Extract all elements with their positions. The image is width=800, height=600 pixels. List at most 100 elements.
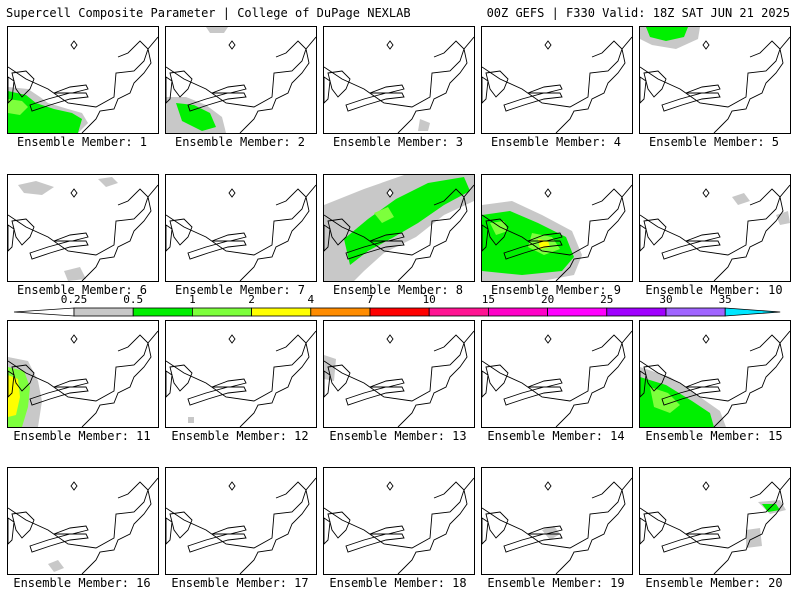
lake-erie-outline [661,92,721,112]
ensemble-member-label: Ensemble Member: 17 [171,576,309,590]
us-canada-border [8,40,149,108]
ensemble-member-label: Ensemble Member: 5 [648,135,780,149]
ensemble-panel-9 [481,174,633,282]
lake-erie-outline [503,533,563,553]
diamond-marker-icon [228,334,236,344]
colorbar-bin [73,307,134,317]
lake-huron-outline [485,511,509,539]
scp-shading-area [374,207,394,223]
lake-ontario-outline [211,525,247,535]
panel-map [482,184,632,281]
us-canada-border [482,40,623,108]
colorbar-bin [547,307,608,317]
ensemble-panel-20 [639,467,791,575]
panel-map [640,477,790,574]
atlantic-coastline [397,184,474,281]
atlantic-coastline [397,330,474,427]
lake-ontario-outline [527,525,563,535]
diamond-marker-icon [702,334,710,344]
lake-huron-outline [169,364,193,392]
lake-ontario-outline [527,378,563,388]
scp-shading-area [8,91,82,133]
scp-shading-area [64,267,86,281]
scp-shading-area [98,177,118,187]
lake-ontario-outline [685,525,721,535]
diamond-marker-icon [70,481,78,491]
ensemble-panel-10 [639,174,791,282]
panel-map [324,175,474,281]
lake-michigan-outline [166,76,173,104]
lake-huron-outline [643,511,667,539]
colorbar-bin [428,307,489,317]
diamond-marker-icon [70,40,78,50]
lake-erie-outline [345,92,405,112]
ensemble-member-label: Ensemble Member: 10 [645,283,783,297]
colorbar-below-range-arrow [13,307,75,317]
lake-ontario-outline [53,84,89,94]
lake-michigan-outline [8,76,15,104]
lake-ontario-outline [527,232,563,242]
colorbar-tick-label: 4 [307,293,315,306]
lake-ontario-outline [369,378,405,388]
scp-shading-area [8,375,20,417]
lake-erie-outline [29,240,89,260]
lake-huron-outline [327,511,351,539]
colorbar-tick-label: 20 [540,293,555,306]
us-canada-border [640,334,781,402]
ensemble-member-label: Ensemble Member: 11 [13,429,151,443]
lake-ontario-outline [369,525,405,535]
lake-michigan-outline [482,517,489,545]
colorbar-tick-label: 7 [366,293,374,306]
scp-shading-area [650,387,680,413]
lake-ontario-outline [211,378,247,388]
us-canada-border [324,481,465,549]
us-canada-border [166,481,307,549]
panel-map [640,330,790,427]
atlantic-coastline [239,184,316,281]
colorbar-tick-label: 30 [659,293,673,306]
scp-shading-area [176,103,216,131]
lake-ontario-outline [527,84,563,94]
lake-erie-outline [661,533,721,553]
lake-huron-outline [485,70,509,98]
lake-erie-outline [29,92,89,112]
lake-huron-outline [485,218,509,246]
ensemble-panel-17 [165,467,317,575]
colorbar-bin [665,307,726,317]
us-canada-border [8,481,149,549]
ensemble-panel-19 [481,467,633,575]
lake-huron-outline [11,70,35,98]
lake-michigan-outline [324,517,331,545]
panel-map [482,477,632,574]
ensemble-member-label: Ensemble Member: 14 [487,429,625,443]
us-canada-border [482,188,623,256]
color-scale-legend: 0.25 0.5 1 2 4 7 10 15 20 25 30 35 [0,290,800,325]
diamond-marker-icon [544,40,552,50]
panel-map [166,477,316,574]
us-canada-border [482,334,623,402]
ensemble-member-label: Ensemble Member: 20 [645,576,783,590]
atlantic-coastline [713,330,790,427]
us-canada-border [8,188,149,256]
diamond-marker-icon [544,481,552,491]
lake-erie-outline [187,533,247,553]
lake-michigan-outline [8,224,15,252]
colorbar-bin [487,307,548,317]
colorbar-graphic [13,307,781,317]
atlantic-coastline [713,184,790,281]
lake-michigan-outline [482,370,489,398]
lake-michigan-outline [8,370,15,398]
ensemble-member-label: Ensemble Member: 4 [490,135,622,149]
us-canada-border [166,188,307,256]
colorbar-bin [606,307,667,317]
lake-ontario-outline [211,84,247,94]
us-canada-border [640,481,781,549]
ensemble-member-label: Ensemble Member: 3 [332,135,464,149]
diamond-marker-icon [386,188,394,198]
diamond-marker-icon [702,40,710,50]
panel-map [324,477,474,574]
scp-shading-area [646,27,688,41]
ensemble-panel-3 [323,26,475,134]
colorbar-tick-label: 10 [422,293,436,306]
atlantic-coastline [397,477,474,574]
